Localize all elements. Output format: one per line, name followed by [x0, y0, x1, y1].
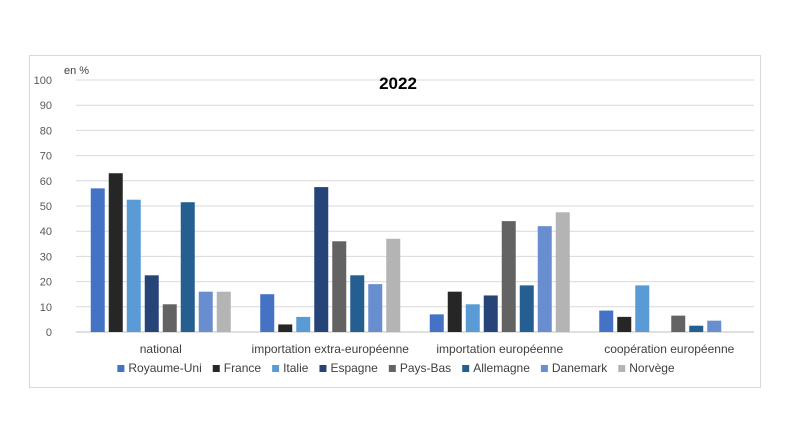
legend-item: Danemark [540, 361, 608, 375]
bar-allemagne-3 [689, 325, 704, 332]
y-axis-unit: en % [64, 65, 89, 77]
bar-danemark-2 [537, 226, 552, 332]
legend-swatch [319, 365, 327, 372]
category-label: importation extra-européenne [252, 342, 410, 356]
y-axis-ticks: 0 10 20 30 40 50 60 70 80 90 100 [34, 75, 52, 339]
y-tick-label: 30 [40, 251, 52, 263]
legend-swatch [272, 365, 280, 372]
bar-norv-ge-0 [216, 291, 231, 332]
legend-label: Royaume-Uni [128, 361, 201, 375]
bar-pays-bas-1 [332, 241, 347, 332]
legend-item: Allemagne [462, 361, 530, 375]
y-tick-label: 60 [40, 176, 52, 188]
y-tick-label: 90 [40, 100, 52, 112]
bar-allemagne-0 [180, 202, 195, 332]
bar-france-2 [447, 291, 462, 332]
bar-royaume-uni-1 [260, 294, 275, 332]
y-tick-label: 0 [46, 327, 52, 339]
bar-espagne-1 [314, 187, 329, 332]
bar-espagne-2 [483, 295, 498, 332]
chart-title: 2022 [379, 74, 417, 93]
bar-france-1 [278, 324, 293, 332]
bar-italie-1 [296, 316, 311, 332]
legend-swatch [212, 365, 220, 372]
legend-item: France [212, 361, 262, 375]
bar-pays-bas-2 [501, 221, 516, 332]
legend-label: Espagne [330, 361, 378, 375]
category-label: national [140, 342, 182, 356]
bar-italie-0 [126, 199, 141, 332]
legend-label: Allemagne [473, 361, 530, 375]
legend-swatch [462, 365, 470, 372]
y-tick-label: 100 [34, 75, 52, 87]
legend-label: Italie [283, 361, 309, 375]
bar-pays-bas-3 [671, 315, 686, 332]
category-label: coopération européenne [604, 342, 734, 356]
bar-italie-3 [635, 285, 650, 332]
legend-item: Royaume-Uni [117, 361, 202, 375]
y-tick-label: 20 [40, 277, 52, 289]
legend-swatch [388, 365, 396, 372]
y-tick-label: 50 [40, 201, 52, 213]
bar-norv-ge-1 [386, 238, 401, 332]
legend-item: Espagne [319, 361, 378, 375]
category-label: importation européenne [436, 342, 563, 356]
bar-allemagne-2 [519, 285, 534, 332]
y-tick-label: 40 [40, 226, 52, 238]
legend-swatch [618, 365, 626, 372]
bar-royaume-uni-2 [429, 314, 444, 332]
legend-label: Norvège [629, 361, 675, 375]
bar-france-3 [617, 316, 632, 332]
legend-label: France [224, 361, 262, 375]
bar-italie-2 [465, 304, 480, 332]
bar-danemark-0 [198, 291, 213, 332]
bars [90, 173, 722, 332]
y-tick-label: 80 [40, 125, 52, 137]
legend-label: Pays-Bas [400, 361, 451, 375]
legend-label: Danemark [552, 361, 608, 375]
category-labels: national importation extra-européenne impo… [140, 342, 735, 356]
legend-item: Italie [272, 361, 309, 375]
legend-item: Norvège [618, 361, 675, 375]
y-tick-label: 70 [40, 151, 52, 163]
bar-france-0 [108, 173, 123, 332]
bar-pays-bas-0 [162, 304, 177, 332]
chart-frame: 0 10 20 30 40 50 60 70 80 90 100 national importati… [29, 55, 761, 388]
legend: Royaume-Uni France Italie Espagne Pays-Bas Al… [117, 361, 675, 375]
bar-royaume-uni-3 [599, 310, 614, 332]
bar-chart: 0 10 20 30 40 50 60 70 80 90 100 national importati… [34, 65, 754, 375]
y-tick-label: 10 [40, 302, 52, 314]
gridlines [76, 79, 754, 333]
bar-danemark-3 [707, 320, 722, 332]
bar-espagne-0 [144, 275, 159, 332]
legend-item: Pays-Bas [388, 361, 451, 375]
legend-swatch [117, 365, 125, 372]
bar-allemagne-1 [350, 275, 365, 332]
legend-swatch [540, 365, 548, 372]
bar-royaume-uni-0 [90, 188, 105, 332]
bar-norv-ge-2 [555, 212, 570, 332]
bar-danemark-1 [368, 284, 383, 332]
